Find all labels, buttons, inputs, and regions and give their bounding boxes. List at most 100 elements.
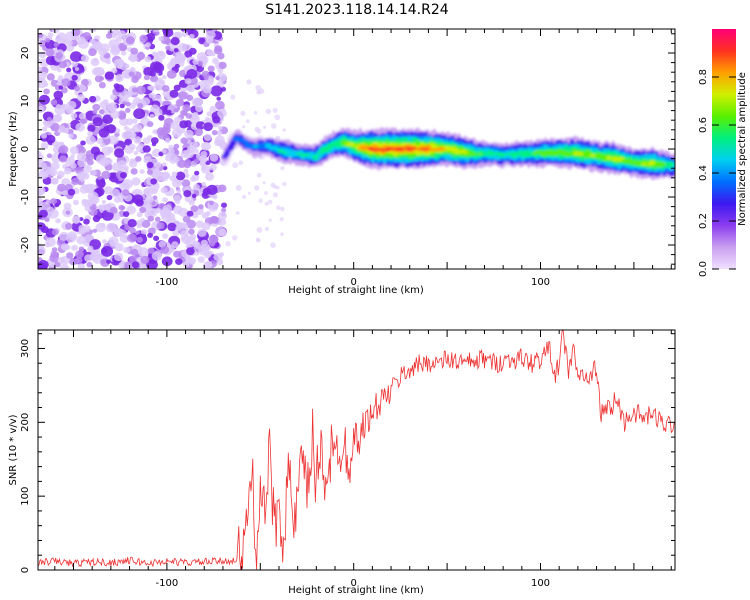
noise-speckle bbox=[123, 125, 129, 131]
noise-speckle bbox=[94, 75, 103, 83]
noise-speckle bbox=[46, 206, 55, 214]
noise-speckle bbox=[136, 85, 146, 95]
noise-speckle bbox=[163, 105, 169, 110]
noise-speckle bbox=[184, 129, 194, 139]
noise-speckle bbox=[107, 102, 117, 112]
noise-speckle bbox=[197, 228, 207, 237]
noise-speckle bbox=[211, 130, 218, 136]
noise-speckle bbox=[108, 236, 119, 246]
noise-speckle bbox=[180, 29, 186, 32]
noise-speckle bbox=[209, 105, 217, 113]
noise-speckle bbox=[152, 195, 158, 200]
noise-speckle bbox=[129, 67, 136, 73]
noise-speckle bbox=[270, 123, 277, 129]
ridge-cell bbox=[659, 161, 666, 167]
noise-speckle bbox=[201, 141, 211, 151]
noise-speckle bbox=[111, 162, 122, 172]
noise-speckle bbox=[146, 169, 153, 175]
noise-speckle bbox=[121, 189, 130, 197]
noise-speckle bbox=[60, 243, 69, 251]
noise-speckle bbox=[154, 207, 162, 214]
noise-speckle bbox=[155, 50, 166, 61]
noise-speckle bbox=[42, 72, 47, 77]
noise-speckle bbox=[242, 194, 247, 199]
noise-speckle bbox=[171, 128, 182, 138]
noise-speckle bbox=[133, 108, 146, 120]
noise-speckle bbox=[144, 56, 152, 63]
noise-speckle bbox=[219, 252, 225, 257]
noise-speckle bbox=[146, 161, 154, 169]
noise-speckle bbox=[109, 206, 118, 214]
ridge-cell bbox=[264, 143, 272, 148]
noise-speckle bbox=[89, 95, 97, 103]
noise-speckle bbox=[175, 225, 182, 232]
spectral-ridge bbox=[220, 126, 675, 181]
noise-speckle bbox=[167, 222, 177, 232]
noise-speckle bbox=[75, 122, 86, 132]
noise-speckle bbox=[235, 211, 240, 216]
snr-plot-area bbox=[38, 330, 675, 570]
noise-speckle bbox=[172, 230, 180, 237]
noise-speckle bbox=[185, 113, 192, 119]
noise-speckle bbox=[83, 218, 90, 225]
noise-speckle bbox=[267, 199, 273, 205]
noise-speckle bbox=[93, 41, 103, 50]
noise-speckle bbox=[68, 133, 74, 139]
noise-speckle bbox=[198, 155, 208, 164]
noise-speckle bbox=[57, 257, 66, 264]
noise-speckle bbox=[45, 134, 56, 144]
noise-speckle bbox=[171, 241, 179, 249]
noise-speckle bbox=[264, 201, 269, 206]
noise-speckle bbox=[217, 218, 227, 226]
ridge-cell bbox=[281, 151, 288, 155]
snr-y-tick-label: 100 bbox=[20, 487, 31, 506]
ridge-cell bbox=[605, 156, 613, 160]
spectrogram-y-tick-label: -10 bbox=[20, 189, 31, 205]
noise-speckle bbox=[202, 188, 211, 196]
noise-speckle bbox=[205, 261, 213, 268]
snr-y-tick-label: 200 bbox=[20, 413, 31, 432]
noise-speckle bbox=[180, 137, 188, 144]
noise-speckle bbox=[216, 72, 227, 83]
noise-speckle bbox=[162, 75, 167, 80]
noise-speckle bbox=[232, 162, 239, 169]
noise-speckle bbox=[131, 261, 140, 269]
snr-x-tick-label: 0 bbox=[351, 578, 357, 589]
colorbar-tick-label: 0.2 bbox=[698, 213, 709, 229]
noise-speckle bbox=[216, 130, 223, 136]
noise-speckle bbox=[81, 199, 90, 207]
noise-speckle bbox=[193, 111, 199, 117]
noise-speckle bbox=[132, 194, 144, 205]
noise-speckle bbox=[92, 109, 98, 115]
ridge-cell bbox=[295, 152, 302, 155]
noise-speckle bbox=[265, 108, 272, 115]
noise-speckle bbox=[117, 110, 127, 119]
noise-speckle bbox=[120, 205, 126, 210]
noise-speckle bbox=[141, 219, 151, 228]
noise-speckle bbox=[82, 225, 91, 233]
noise-speckle bbox=[217, 108, 227, 118]
colorbar-tick-label: 0.6 bbox=[698, 117, 709, 133]
noise-speckle bbox=[105, 33, 113, 39]
noise-speckle bbox=[110, 110, 120, 119]
snr-x-tick-labels: -100 0 100 bbox=[156, 578, 551, 589]
noise-speckle bbox=[44, 242, 51, 248]
noise-speckle bbox=[136, 236, 143, 243]
noise-speckle bbox=[96, 138, 104, 145]
noise-speckle bbox=[59, 141, 65, 146]
noise-speckle bbox=[218, 125, 223, 131]
noise-speckle bbox=[126, 205, 136, 215]
noise-speckle bbox=[65, 156, 76, 166]
noise-speckle bbox=[106, 259, 111, 264]
noise-speckle bbox=[189, 114, 200, 124]
noise-speckle bbox=[69, 146, 79, 155]
noise-speckle bbox=[192, 241, 201, 249]
noise-speckle bbox=[101, 170, 111, 180]
noise-speckle bbox=[207, 65, 215, 72]
snr-y-tick-label: 0 bbox=[20, 567, 31, 573]
noise-speckle bbox=[46, 116, 52, 122]
noise-speckle bbox=[188, 199, 195, 206]
noise-speckle bbox=[151, 51, 158, 57]
noise-speckle bbox=[135, 156, 142, 162]
noise-speckle bbox=[102, 114, 113, 124]
